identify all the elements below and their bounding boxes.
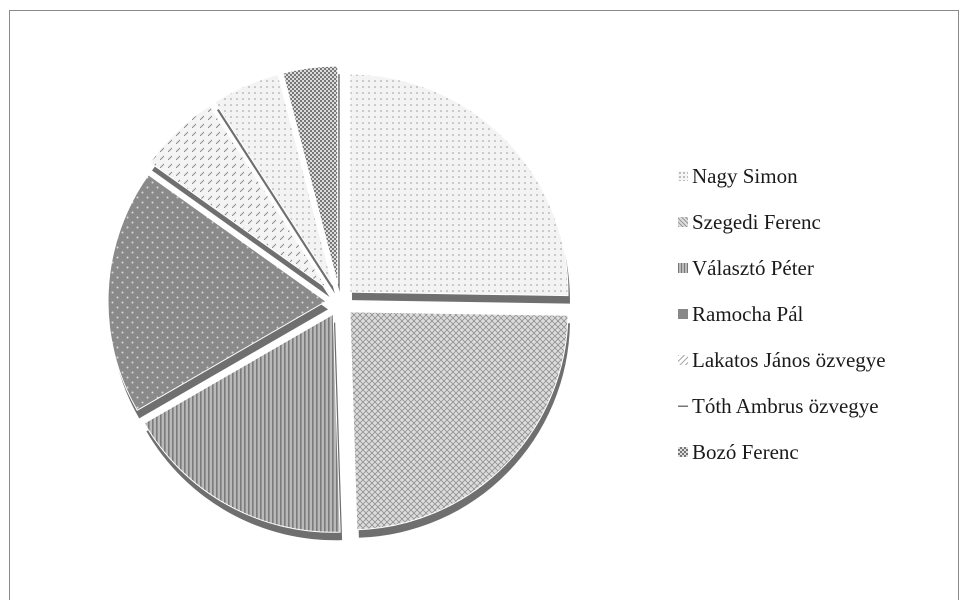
legend-item-lakatos-janos-ozvegye: Lakatos János özvegye xyxy=(678,337,886,383)
pie-slice-v-laszt-p-ter xyxy=(143,313,343,541)
pie-slice-face xyxy=(349,311,569,531)
legend-swatch xyxy=(678,217,688,227)
legend-label: Lakatos János özvegye xyxy=(692,347,886,372)
pie-slice-face xyxy=(149,104,328,290)
legend-label: Ramocha Pál xyxy=(692,301,804,326)
chart-frame xyxy=(9,10,959,600)
legend-swatch xyxy=(678,309,688,319)
legend-item-bozo-ferenc: Bozó Ferenc xyxy=(678,429,886,475)
legend-swatch xyxy=(678,447,688,457)
legend-item-nagy-simon: Nagy Simon xyxy=(678,153,886,199)
legend-label: Tóth Ambrus özvegye xyxy=(692,393,879,418)
pie-slice-szegedi-ferenc xyxy=(349,311,570,538)
pie-slice-nagy-simon xyxy=(349,73,570,304)
legend-label: Szegedi Ferenc xyxy=(692,209,821,234)
pie-slice-face xyxy=(143,313,341,533)
pie-slice-face xyxy=(282,65,339,285)
pie-slice-face xyxy=(349,73,569,297)
pie-slice-lakatos-j-nos-zvegye xyxy=(149,104,330,297)
pie-slice-t-th-ambrus-zvegye xyxy=(214,73,335,294)
legend-item-toth-ambrus-ozvegye: Tóth Ambrus özvegye xyxy=(678,383,886,429)
legend-label: Bozó Ferenc xyxy=(692,439,799,464)
legend-label: Választó Péter xyxy=(692,255,814,280)
pie-slice-face xyxy=(214,73,334,286)
legend-item-ramocha-pal: Ramocha Pál xyxy=(678,291,886,337)
legend-swatch xyxy=(678,401,688,411)
legend-swatch xyxy=(678,263,688,273)
legend-swatch xyxy=(678,355,688,365)
legend-swatch xyxy=(678,171,688,181)
pie-slice-ramocha-p-l xyxy=(107,174,329,419)
legend-label: Nagy Simon xyxy=(692,163,798,188)
legend-item-valaszto-peter: Választó Péter xyxy=(678,245,886,291)
legend-item-szegedi-ferenc: Szegedi Ferenc xyxy=(678,199,886,245)
pie-slice-face xyxy=(107,174,327,412)
pie-slice-boz-ferenc xyxy=(282,65,340,293)
legend: Nagy Simon Szegedi Ferenc Választó Péter… xyxy=(678,153,886,475)
